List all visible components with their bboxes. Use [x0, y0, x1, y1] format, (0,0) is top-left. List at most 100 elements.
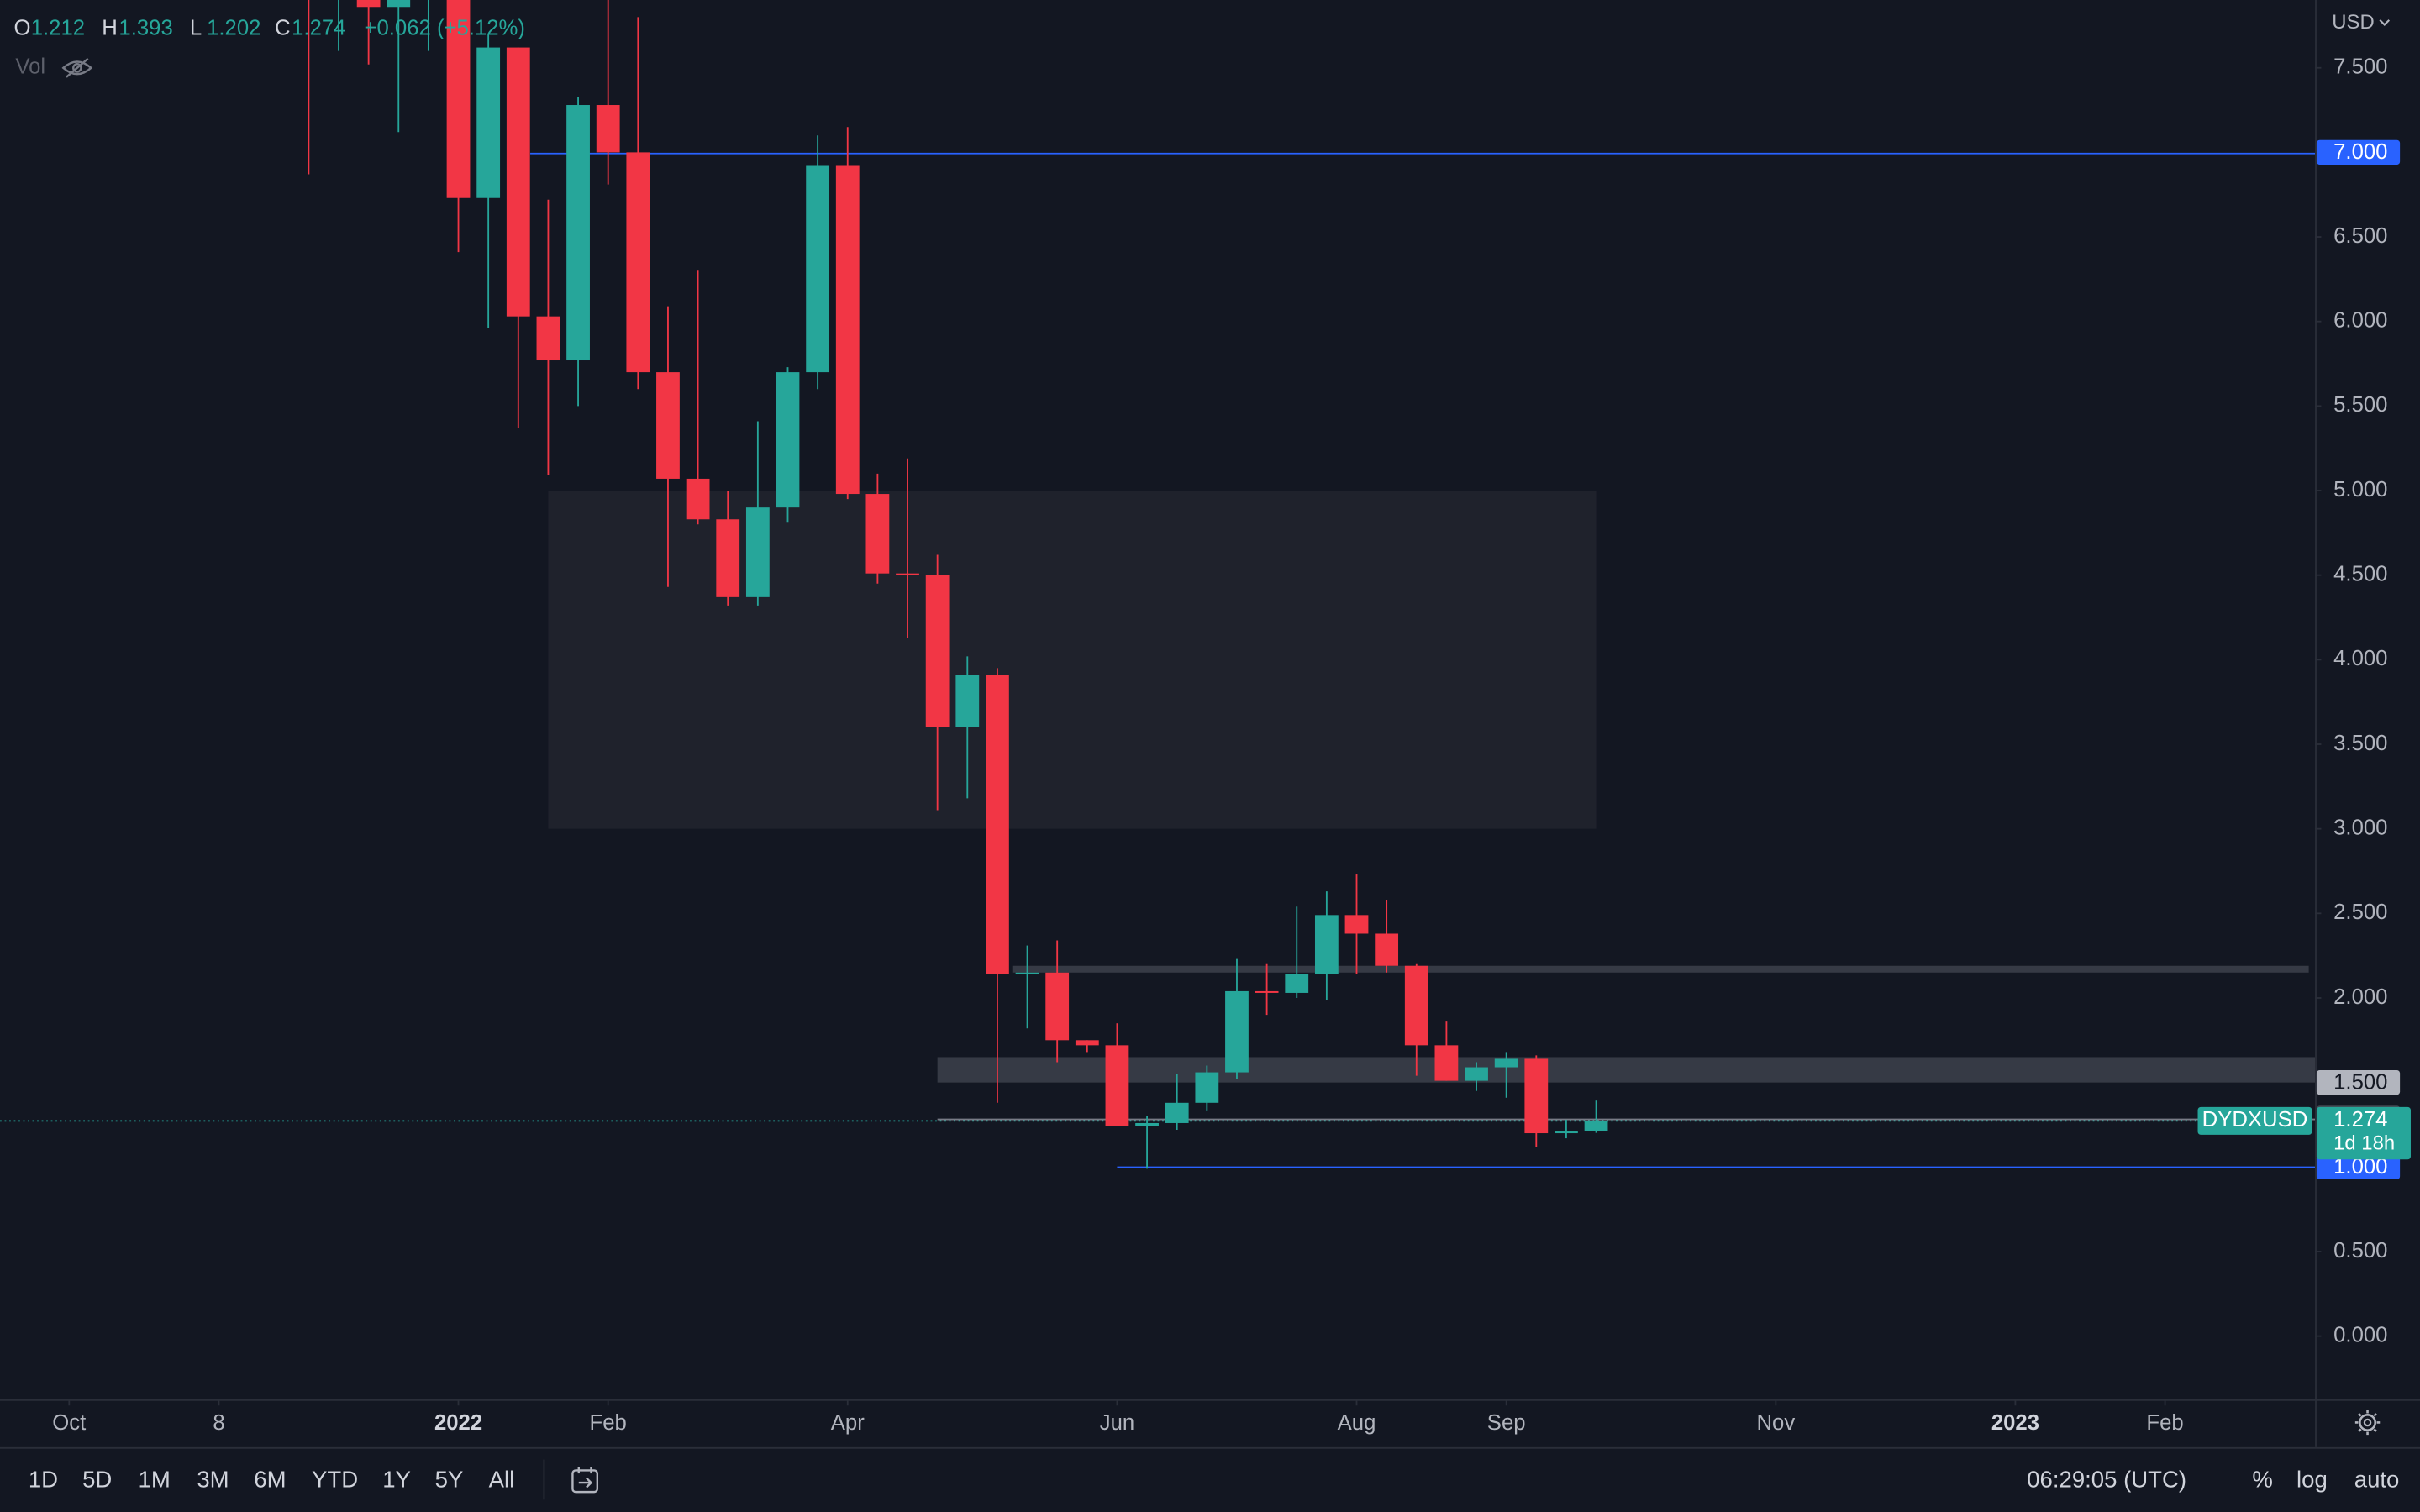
x-tick-label: Aug [1338, 1411, 1376, 1435]
y-tick-label: 3.500 [2333, 732, 2387, 755]
candle-body [1344, 915, 1369, 934]
range-button[interactable]: 3M [197, 1467, 229, 1493]
candle-body [1255, 990, 1279, 993]
ohlc-key: C [275, 17, 291, 40]
candle-body [835, 165, 860, 495]
candle-body [776, 372, 800, 508]
candle-body [686, 478, 710, 520]
candle-body [1314, 915, 1339, 974]
candle-body [1075, 1040, 1099, 1046]
scale-option[interactable]: log [2296, 1467, 2328, 1493]
candle-body [387, 0, 411, 8]
y-tick-label: 2.500 [2333, 900, 2387, 924]
range-button[interactable]: 1M [139, 1467, 171, 1493]
candle-body [1434, 1045, 1459, 1081]
ohlc-value: 1.202 [207, 17, 260, 40]
candle-body [1225, 990, 1249, 1073]
price-badge-label: 1.500 [2333, 1070, 2387, 1094]
range-button[interactable]: YTD [312, 1467, 358, 1493]
range-button[interactable]: 1D [29, 1467, 58, 1493]
candle-body [1404, 965, 1428, 1046]
y-tick-label: 5.000 [2333, 478, 2387, 501]
candle-body [1105, 1045, 1129, 1126]
range-button[interactable]: All [489, 1467, 515, 1493]
candle-body [1584, 1121, 1608, 1131]
range-button[interactable]: 5D [82, 1467, 112, 1493]
ohlc-key: H [102, 17, 118, 40]
range-button[interactable]: 1Y [382, 1467, 411, 1493]
y-tick-label: 6.500 [2333, 224, 2387, 248]
candle-body [536, 316, 560, 361]
volume-label: Vol [15, 55, 45, 79]
candle-body [1195, 1072, 1219, 1103]
candle-body [476, 47, 501, 198]
ohlc-value: 1.393 [118, 17, 172, 40]
last-price-label: 1.274 [2333, 1108, 2387, 1131]
candle-body [1524, 1058, 1549, 1134]
candle-body [506, 47, 530, 317]
change: +0.062 (+5.12%) [364, 17, 524, 40]
candle-body [356, 0, 381, 8]
candle-body [896, 573, 919, 575]
axes: 0.000 0.500 2.000 2.500 3.000 3.500 4.000 4.500… [52, 55, 2411, 1435]
candle-body [955, 675, 980, 727]
symbol-badge [2197, 1106, 2312, 1135]
y-tick-label: 4.500 [2333, 562, 2387, 585]
candle-body [1165, 1102, 1189, 1123]
x-tick-label: Jun [1100, 1411, 1134, 1435]
ohlc-key: O [14, 17, 31, 40]
candle-body [446, 0, 471, 198]
candle-body [626, 152, 650, 373]
candle-body [1135, 1122, 1159, 1126]
zone [548, 491, 1597, 829]
candle-body [1285, 974, 1309, 993]
zone [1012, 965, 2309, 973]
y-tick-label: 3.000 [2333, 816, 2387, 839]
candle-body [1494, 1058, 1518, 1068]
candle-body [986, 675, 1009, 974]
candle-body [596, 105, 620, 153]
y-tick-label: 4.000 [2333, 647, 2387, 670]
y-tick-label: 2.000 [2333, 985, 2387, 1009]
candle-body [566, 105, 590, 361]
scale-option[interactable]: auto [2354, 1467, 2400, 1493]
last-price-badge [2316, 1106, 2411, 1160]
y-tick-label: 0.500 [2333, 1239, 2387, 1263]
x-tick-label: Feb [590, 1411, 627, 1435]
currency-chevron[interactable] [2379, 19, 2391, 26]
clock[interactable]: 06:29:05 (UTC) [2027, 1467, 2186, 1493]
x-tick-label: Apr [831, 1411, 865, 1435]
x-tick-label: 8 [213, 1411, 224, 1435]
range-button[interactable]: 5Y [435, 1467, 464, 1493]
x-tick-label: Feb [2146, 1411, 2183, 1435]
candle-body [1465, 1067, 1488, 1081]
ohlc-key: L [190, 17, 202, 40]
date-range-icon[interactable] [571, 1467, 599, 1494]
x-tick-label: 2023 [1991, 1411, 2039, 1435]
settings-icon[interactable] [2354, 1410, 2381, 1436]
price-badge [2316, 1154, 2401, 1179]
range-button[interactable]: 6M [254, 1467, 286, 1493]
y-tick-label: 5.500 [2333, 393, 2387, 417]
symbol-label: DYDXUSD [2202, 1108, 2308, 1131]
y-tick-label: 7.500 [2333, 55, 2387, 79]
vol-hide-icon[interactable] [61, 57, 93, 78]
price-badge [2316, 139, 2401, 165]
candle-body [1555, 1131, 1578, 1134]
x-tick-label: 2022 [434, 1411, 482, 1435]
candle-body [925, 575, 950, 727]
x-tick-label: Sep [1487, 1411, 1526, 1435]
candle-body [1045, 972, 1070, 1041]
candle-body [865, 494, 890, 574]
candle-body [716, 519, 740, 597]
y-tick-label: 0.000 [2333, 1323, 2387, 1347]
x-tick-label: Oct [52, 1411, 86, 1435]
scale-option[interactable]: % [2252, 1467, 2273, 1493]
candle-body [1015, 972, 1039, 974]
currency[interactable]: USD [2332, 11, 2374, 34]
price-badge [2316, 1069, 2401, 1095]
candle-body [656, 372, 680, 479]
candle-body [745, 507, 770, 597]
